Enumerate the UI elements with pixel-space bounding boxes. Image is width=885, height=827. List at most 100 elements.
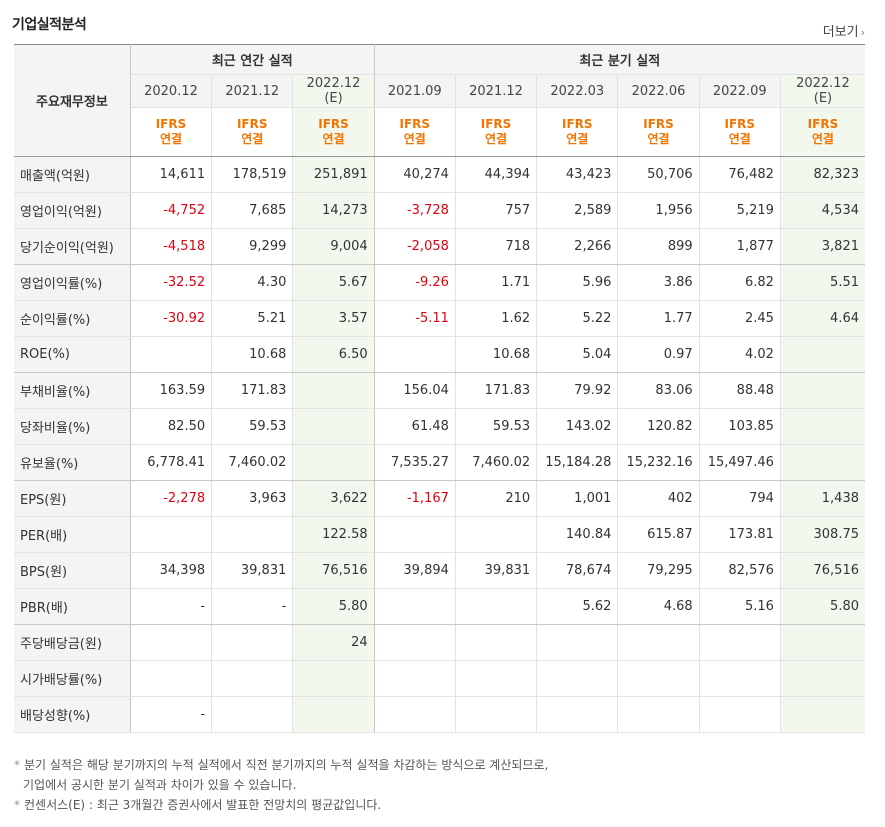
table-cell (373, 696, 456, 733)
table-cell: 5.22 (536, 300, 618, 337)
table-cell: 402 (617, 480, 700, 517)
row-label[interactable]: 영업이익률(%) (14, 264, 131, 301)
row-label[interactable]: EPS(원) (14, 480, 131, 517)
consolidated-label: 연결 (403, 132, 426, 146)
table-cell (292, 696, 375, 733)
period-header: 2022.12 (E) (292, 74, 375, 108)
table-cell: 3.57 (292, 300, 375, 337)
more-label: 더보기 (822, 25, 859, 40)
table-cell: 6.50 (292, 336, 375, 373)
table-cell: 171.83 (211, 372, 293, 409)
row-label[interactable]: 순이익률(%) (14, 300, 131, 337)
row-label[interactable]: 영업이익(억원) (14, 192, 131, 229)
table-cell: 5.67 (292, 264, 375, 301)
row-label[interactable]: 유보율(%) (14, 444, 131, 481)
table-cell (211, 516, 293, 553)
table-cell: 5.80 (779, 588, 865, 625)
ifrs-basis: IFRS 연결 (129, 107, 212, 157)
table-cell (779, 372, 865, 409)
period-header: 2021.09 (373, 74, 456, 108)
period-label: 2021.12 (225, 83, 280, 99)
ifrs-label: IFRS (724, 117, 756, 131)
ifrs-label: IFRS (236, 117, 268, 131)
table-cell: 5.04 (536, 336, 618, 373)
table-cell: 1.71 (454, 264, 537, 301)
table-cell (536, 624, 618, 661)
table-cell: 24 (292, 624, 375, 661)
table-cell: 76,516 (779, 552, 865, 589)
row-label[interactable]: ROE(%) (14, 336, 131, 373)
table-cell: 3,821 (779, 228, 865, 265)
table-cell: 82,323 (779, 156, 865, 193)
table-cell (211, 696, 293, 733)
table-cell: 10.68 (454, 336, 537, 373)
ifrs-basis: IFRS 연결 (373, 107, 456, 157)
table-row: 주당배당금(원) 24 (14, 624, 865, 661)
table-cell: 44,394 (454, 156, 537, 193)
table-cell (779, 660, 865, 697)
table-cell: 61.48 (373, 408, 456, 445)
table-cell (617, 696, 700, 733)
table-cell: 718 (454, 228, 537, 265)
table-cell (454, 696, 537, 733)
table-cell (292, 444, 375, 481)
quarterly-group-header: 최근 분기 실적 (373, 44, 865, 75)
table-cell: 83.06 (617, 372, 700, 409)
table-row: 시가배당률(%) (14, 660, 865, 697)
table-row: 당기순이익(억원) -4,518 9,299 9,004 -2,058 718 2,266 8… (14, 228, 865, 265)
row-label[interactable]: 당좌비율(%) (14, 408, 131, 445)
table-cell: 5.96 (536, 264, 618, 301)
table-cell (292, 372, 375, 409)
period-label: 2020.12 (144, 83, 198, 99)
row-label[interactable]: BPS(원) (14, 552, 131, 589)
footnote-1-cont: 기업에서 공시한 분기 실적과 차이가 있을 수 있습니다. (23, 778, 297, 792)
period-label: 2021.12 (469, 83, 523, 99)
row-label[interactable]: 시가배당률(%) (14, 660, 131, 697)
table-cell: 1.62 (454, 300, 537, 337)
period-header: 2021.12 (454, 74, 537, 108)
table-cell: 82,576 (698, 552, 781, 589)
table-cell: 10.68 (211, 336, 293, 373)
ifrs-label: IFRS (807, 117, 839, 131)
table-cell: 615.87 (617, 516, 700, 553)
section-title: 기업실적분석 (12, 17, 87, 33)
ifrs-label: IFRS (399, 117, 431, 131)
table-cell: 1,438 (779, 480, 865, 517)
table-cell: 79.92 (536, 372, 618, 409)
ifrs-label: IFRS (318, 117, 349, 131)
ifrs-label: IFRS (561, 117, 593, 131)
row-label[interactable]: 당기순이익(억원) (14, 228, 131, 265)
row-label[interactable]: 매출액(억원) (14, 156, 131, 193)
table-cell (454, 660, 537, 697)
table-cell: 3.86 (617, 264, 700, 301)
row-label[interactable]: 주당배당금(원) (14, 624, 131, 661)
table-cell: 1,956 (617, 192, 700, 229)
table-cell: 79,295 (617, 552, 700, 589)
row-label[interactable]: 배당성향(%) (14, 696, 131, 733)
table-cell: 103.85 (698, 408, 781, 445)
table-cell: 59.53 (211, 408, 293, 445)
table-cell: 15,232.16 (617, 444, 700, 481)
table-cell (536, 660, 618, 697)
table-cell: -30.92 (129, 300, 212, 337)
table-cell (211, 624, 293, 661)
table-cell: - (129, 588, 212, 625)
table-cell (129, 660, 212, 697)
table-cell: 39,831 (454, 552, 537, 589)
table-cell (779, 336, 865, 373)
consolidated-label: 연결 (811, 132, 834, 146)
table-cell: 6,778.41 (129, 444, 212, 481)
table-cell: 76,482 (698, 156, 781, 193)
row-label[interactable]: 부채비율(%) (14, 372, 131, 409)
table-cell: 9,004 (292, 228, 375, 265)
table-cell (779, 624, 865, 661)
table-cell: 210 (454, 480, 537, 517)
table-cell: 308.75 (779, 516, 865, 553)
table-row: 순이익률(%) -30.92 5.21 3.57 -5.11 1.62 5.22 1.77 2.… (14, 300, 865, 337)
table-cell: 7,460.02 (454, 444, 537, 481)
row-label[interactable]: PBR(배) (14, 588, 131, 625)
row-label[interactable]: PER(배) (14, 516, 131, 553)
period-label: 2022.12 (306, 76, 361, 91)
table-cell: -9.26 (373, 264, 456, 301)
more-link[interactable]: 더보기 › (823, 21, 865, 40)
